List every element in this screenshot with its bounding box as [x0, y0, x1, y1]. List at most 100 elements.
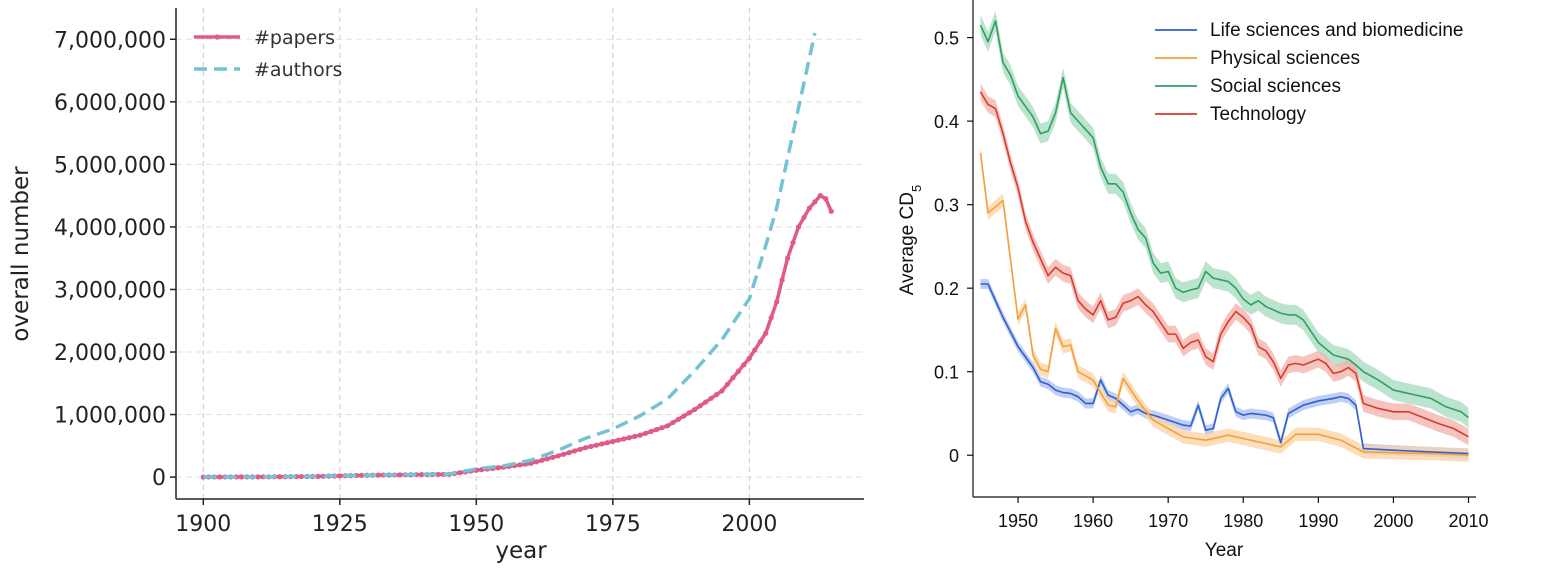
papers-point: [719, 388, 725, 394]
papers-point: [599, 441, 605, 447]
papers-point: [779, 277, 785, 283]
papers-point: [741, 362, 747, 368]
series-line-technology: [979, 91, 1469, 438]
papers-point: [697, 403, 703, 409]
right-y-axis-title-main: Average CD: [897, 192, 918, 295]
left-grid: [176, 8, 864, 499]
papers-point: [277, 474, 283, 480]
right-legend: Life sciences and biomedicine Physical sc…: [1155, 20, 1464, 125]
papers-point: [692, 406, 698, 413]
right-y-tick-label: 0: [949, 446, 959, 466]
papers-point: [795, 224, 802, 230]
papers-point: [703, 399, 709, 405]
right-y-tick-label: 0.2: [934, 279, 959, 299]
papers-point: [817, 193, 823, 199]
papers-point: [670, 419, 676, 426]
confidence-band-social-sciences: [980, 10, 1469, 428]
papers-point: [517, 462, 523, 468]
series-line-life-sciences-and-biomedicine: [980, 283, 1469, 455]
left-x-tick-label: 1900: [175, 512, 231, 537]
papers-point: [593, 442, 600, 448]
legend-label-technology: Technology: [1210, 104, 1307, 125]
papers-point: [539, 457, 545, 463]
papers-point: [315, 473, 321, 479]
right-ticks: 1950 1960 1970 1980 1990 2000 2010 0 0.1 0.2 0.3 0.…: [934, 29, 1489, 531]
papers-point: [550, 454, 556, 460]
papers-point: [626, 435, 632, 441]
left-y-tick-label: 4,000,000: [54, 216, 166, 241]
papers-point: [686, 410, 692, 416]
papers-point: [812, 199, 818, 205]
left-y-tick-label: 6,000,000: [54, 91, 166, 116]
papers-point: [632, 433, 638, 440]
right-x-tick-label: 2000: [1373, 511, 1413, 531]
legend-label-social-sciences: Social sciences: [1210, 76, 1341, 97]
papers-point: [588, 443, 594, 450]
right-series: [979, 10, 1469, 462]
papers-point: [828, 208, 834, 214]
left-series: [200, 32, 834, 480]
left-x-tick-label: 1975: [585, 512, 641, 537]
papers-point: [653, 426, 660, 433]
papers-point: [735, 368, 742, 374]
papers-point: [681, 413, 687, 419]
series-line-physical-sciences: [979, 152, 1469, 457]
series-line-social-sciences: [979, 20, 1469, 419]
left-ticks: 1900 1925 1950 1975 2000 0 1,000,000 2,000,000 3…: [54, 28, 777, 537]
legend-label-life-sciences-and-biomedicine: Life sciences and biomedicine: [1210, 20, 1464, 41]
right-x-tick-label: 1970: [1148, 511, 1188, 531]
papers-point: [577, 446, 583, 452]
papers-point: [604, 440, 610, 446]
papers-point: [621, 436, 627, 442]
papers-point: [582, 445, 589, 451]
right-y-tick-label: 0.3: [934, 196, 959, 216]
papers-point: [675, 416, 681, 422]
papers-point: [555, 453, 561, 459]
papers-point: [790, 239, 796, 246]
papers-point: [495, 465, 501, 471]
right-x-tick-label: 1950: [998, 511, 1038, 531]
papers-point: [566, 449, 572, 456]
papers-point: [359, 472, 365, 478]
left-y-tick-label: 7,000,000: [54, 28, 166, 53]
papers-point: [768, 315, 774, 321]
papers-point: [823, 196, 829, 202]
papers-point: [435, 471, 441, 478]
papers-point: [217, 474, 223, 480]
papers-point: [763, 330, 769, 336]
papers-point: [708, 395, 714, 401]
papers-point: [648, 428, 654, 435]
papers-point: [419, 472, 425, 478]
left-y-axis-title: overall number: [8, 166, 34, 342]
series-line-papers: [203, 193, 833, 479]
confidence-band-technology: [980, 83, 1469, 446]
right-x-tick-label: 1960: [1073, 511, 1113, 531]
papers-point: [544, 456, 550, 462]
papers-point: [337, 473, 343, 479]
papers-point: [806, 205, 812, 211]
papers-point: [784, 255, 791, 261]
right-x-tick-label: 2010: [1448, 511, 1488, 531]
papers-point: [572, 448, 578, 454]
right-axes: [972, 0, 1476, 498]
left-y-tick-label: 3,000,000: [54, 278, 166, 303]
legend-marker-papers: [214, 34, 220, 40]
papers-point: [801, 214, 807, 221]
papers-point: [724, 381, 731, 387]
papers-point: [561, 451, 567, 457]
papers-point: [713, 391, 720, 398]
papers-point: [238, 474, 245, 480]
left-axes: [175, 8, 864, 500]
papers-point: [664, 423, 671, 429]
papers-point: [457, 470, 463, 476]
right-y-tick-label: 0.4: [934, 112, 959, 132]
papers-point: [375, 472, 381, 478]
papers-point: [637, 432, 643, 438]
legend-label-authors: #authors: [254, 59, 342, 81]
legend-label-physical-sciences: Physical sciences: [1210, 48, 1360, 69]
left-chart: 1900 1925 1950 1975 2000 0 1,000,000 2,000,000 3…: [8, 8, 864, 564]
left-y-tick-label: 2,000,000: [54, 341, 166, 366]
right-chart: 1950 1960 1970 1980 1990 2000 2010 0 0.1 0.2 0.3 0.…: [897, 0, 1489, 561]
papers-point: [752, 347, 758, 353]
